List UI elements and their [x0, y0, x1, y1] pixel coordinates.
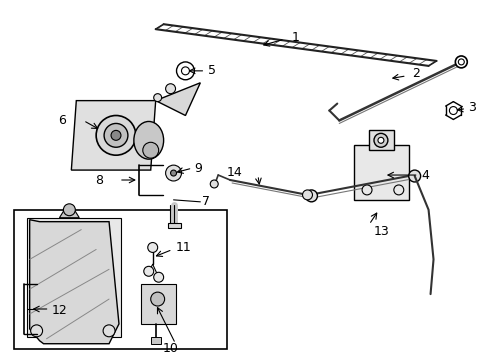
- Circle shape: [176, 62, 194, 80]
- Circle shape: [408, 170, 420, 182]
- Circle shape: [31, 325, 42, 337]
- Text: 6: 6: [59, 114, 66, 127]
- Circle shape: [457, 59, 463, 65]
- Text: 12: 12: [51, 305, 67, 318]
- Circle shape: [305, 190, 317, 202]
- Circle shape: [63, 204, 75, 216]
- Circle shape: [170, 170, 176, 176]
- Text: 7: 7: [202, 195, 210, 208]
- Text: 10: 10: [163, 342, 178, 355]
- Circle shape: [96, 116, 136, 155]
- Text: 4: 4: [421, 168, 428, 181]
- Circle shape: [210, 180, 218, 188]
- Circle shape: [143, 266, 153, 276]
- Circle shape: [165, 84, 175, 94]
- Polygon shape: [60, 210, 79, 218]
- Text: 3: 3: [468, 101, 475, 114]
- Polygon shape: [27, 218, 121, 337]
- Ellipse shape: [134, 121, 163, 159]
- Circle shape: [111, 130, 121, 140]
- Text: 9: 9: [194, 162, 202, 175]
- Text: 5: 5: [208, 64, 216, 77]
- Bar: [167, 223, 181, 228]
- Bar: [150, 337, 161, 344]
- Circle shape: [153, 94, 162, 102]
- Circle shape: [142, 142, 158, 158]
- Polygon shape: [30, 220, 119, 344]
- Circle shape: [103, 325, 115, 337]
- Circle shape: [373, 133, 387, 147]
- Text: 1: 1: [291, 31, 299, 44]
- Circle shape: [448, 107, 456, 114]
- Text: 8: 8: [95, 174, 103, 186]
- Circle shape: [302, 190, 312, 200]
- Circle shape: [377, 137, 383, 143]
- Circle shape: [153, 272, 163, 282]
- Circle shape: [165, 165, 181, 181]
- Text: 14: 14: [226, 166, 242, 179]
- Polygon shape: [141, 284, 175, 324]
- Polygon shape: [155, 83, 200, 116]
- Polygon shape: [353, 145, 408, 200]
- Text: 13: 13: [373, 225, 389, 238]
- Circle shape: [454, 56, 467, 68]
- Circle shape: [147, 243, 157, 252]
- Text: 11: 11: [175, 241, 191, 254]
- Circle shape: [104, 123, 128, 147]
- Circle shape: [361, 185, 371, 195]
- Circle shape: [181, 67, 189, 75]
- Circle shape: [393, 185, 403, 195]
- Polygon shape: [71, 100, 155, 170]
- Polygon shape: [368, 130, 393, 150]
- Bar: [14, 210, 226, 349]
- Text: 2: 2: [411, 67, 419, 80]
- Circle shape: [150, 292, 164, 306]
